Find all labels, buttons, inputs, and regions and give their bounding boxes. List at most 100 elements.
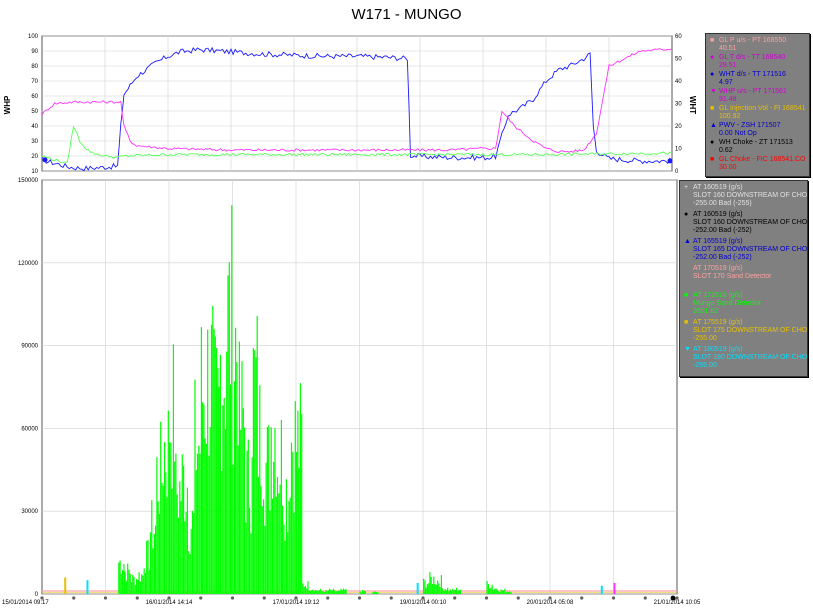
sand-bar: [219, 354, 221, 594]
sand-bar: [310, 590, 312, 594]
legend-value: -255.00: [693, 335, 717, 342]
top-right-tick-label: 50: [675, 57, 682, 63]
top-left-tick-label: 70: [31, 79, 38, 85]
sand-bar: [454, 589, 456, 594]
sand-bar: [216, 348, 218, 594]
legend-value: 91.48: [719, 96, 737, 103]
sand-bar: [443, 590, 445, 594]
sand-bar: [495, 588, 497, 594]
legend-label: GL Choke - FIC 168541.CO: [719, 156, 806, 163]
x-axis-marker: [72, 596, 76, 600]
chart-title: W171 - MUNGO: [351, 6, 462, 23]
legend-value: 0.00 Not Op: [719, 130, 757, 137]
sand-bar: [293, 512, 295, 594]
sand-bar: [194, 379, 196, 594]
spike-bar: [613, 582, 616, 594]
sand-bar: [222, 405, 224, 594]
top-left-tick-label: 100: [28, 34, 39, 40]
sand-bar: [171, 488, 173, 594]
legend-item: ▼ WHP u/s - PT 171561 91.48: [710, 88, 787, 103]
x-axis-end-marker: [670, 595, 676, 601]
sand-bar: [242, 408, 244, 594]
sand-bar: [255, 357, 257, 594]
sand-bar: [487, 584, 489, 594]
sand-bar: [304, 585, 307, 594]
legend-top: ■ GL P u/s - PT 168550 40.51 ● GL T d/s - TT…: [705, 33, 810, 177]
sand-bar: [167, 410, 169, 594]
sand-bar: [196, 453, 199, 594]
sand-bar: [288, 501, 290, 594]
sand-bar: [435, 584, 437, 594]
sand-bar: [322, 591, 324, 594]
bottom-y-tick-label: 150000: [18, 178, 39, 184]
sand-bar: [320, 588, 322, 594]
legend-item: AT 170519 (g/s) SLOT 170 Sand Detector: [684, 265, 771, 289]
x-axis-marker: [453, 596, 457, 600]
legend-item: ▲ PWV - ZSH 171507 0.00 Not Op: [710, 122, 781, 137]
sand-bar: [506, 591, 508, 594]
x-axis-marker: [199, 596, 203, 600]
sand-bar: [128, 569, 130, 594]
sand-bar: [195, 470, 197, 594]
sand-bar: [299, 383, 301, 594]
legend-desc: SLOT 175 DOWNSTREAM OF CHO: [693, 327, 808, 334]
sand-bar: [335, 591, 337, 594]
legend-item: ■ GL Choke - FIC 168541.CO 30.00: [710, 156, 806, 171]
sand-bar: [226, 351, 228, 594]
sand-bar: [123, 564, 125, 594]
sand-bar: [510, 592, 512, 594]
sand-bar: [374, 591, 376, 594]
sand-bar: [133, 576, 135, 594]
legend-label: GL Injection Vol - FI 168541: [719, 105, 806, 112]
sand-bar: [183, 465, 185, 594]
top-series-line: [41, 125, 673, 164]
sand-bar: [494, 588, 496, 594]
legend-label: AT 170519 (g/s): [693, 265, 743, 272]
sand-bar: [231, 205, 233, 594]
sand-bar: [230, 384, 232, 594]
sand-bar: [323, 592, 326, 594]
spike-bar: [86, 580, 89, 594]
sand-bar: [279, 484, 281, 594]
sand-bar: [232, 464, 234, 594]
bottom-y-tick-label: 90000: [21, 344, 38, 350]
legend-value: 29.51: [719, 62, 737, 69]
sand-bar: [336, 591, 338, 594]
sand-bar: [499, 591, 501, 594]
top-left-tick-label: 90: [31, 49, 38, 55]
sand-bar: [214, 336, 216, 594]
sand-bar: [431, 584, 434, 594]
sand-bar: [430, 576, 432, 594]
sand-bar: [503, 590, 505, 594]
top-ylabel-right: WHT: [688, 96, 697, 114]
sand-bar: [261, 506, 263, 594]
sand-bar: [504, 588, 506, 594]
sand-bar: [160, 421, 162, 594]
sand-bar: [434, 583, 436, 594]
legend-desc: SLOT 170 Sand Detector: [693, 273, 772, 280]
legend-value: -252.00 Bad (-252): [693, 227, 752, 234]
sand-bar: [179, 481, 181, 594]
sand-bar: [259, 385, 261, 594]
sand-bar: [254, 350, 256, 594]
spike-bar: [64, 577, 67, 594]
sand-bar: [426, 584, 428, 594]
x-axis-marker: [40, 596, 44, 600]
sand-bar: [490, 587, 492, 594]
x-tick-label: 20/01/2014 05:08: [527, 600, 574, 606]
sand-bar: [429, 572, 431, 594]
sand-bar: [204, 438, 206, 594]
top-ylabel-left: WHP: [3, 95, 12, 114]
legend-label: PWV - ZSH 171507: [719, 122, 781, 129]
legend-label: AT 175519 (g/s): [693, 319, 743, 326]
sand-bar: [271, 498, 274, 594]
sand-bar: [190, 529, 192, 594]
sand-bar: [227, 275, 229, 594]
x-axis-marker: [389, 596, 393, 600]
sand-bar: [166, 497, 168, 594]
sand-bar: [257, 476, 260, 594]
sand-bar: [120, 574, 122, 594]
sand-bar: [213, 329, 215, 594]
sand-bar: [260, 486, 262, 594]
x-axis-marker: [643, 596, 647, 600]
